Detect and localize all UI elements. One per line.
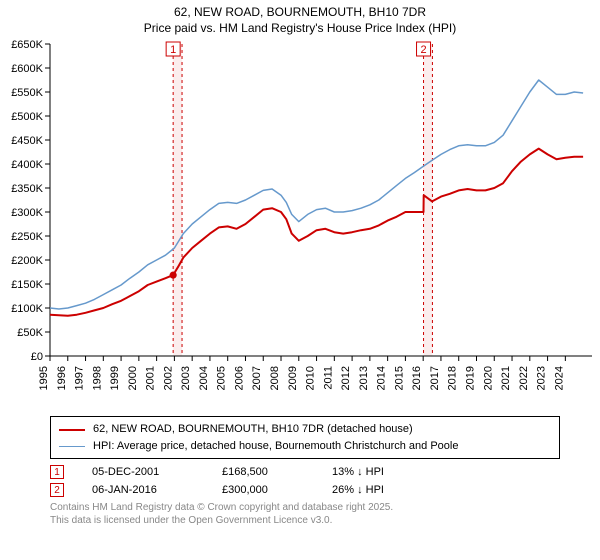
svg-text:2011: 2011 — [322, 366, 334, 390]
title-line-2: Price paid vs. HM Land Registry's House … — [0, 20, 600, 36]
sale-marker-diff: 26% ↓ HPI — [332, 484, 384, 496]
legend-swatch-hpi — [59, 446, 85, 447]
sale-marker-row: 1 05-DEC-2001 £168,500 13% ↓ HPI — [50, 465, 560, 479]
svg-text:2016: 2016 — [411, 366, 423, 390]
line-chart: 1 2 £0 £50K £100K £150K £200K £250K £300K £350K £4… — [0, 36, 600, 416]
svg-text:£250K: £250K — [11, 231, 43, 243]
svg-text:2008: 2008 — [269, 366, 281, 390]
svg-text:2003: 2003 — [180, 366, 192, 390]
legend-swatch-price-paid — [59, 429, 85, 431]
svg-text:2021: 2021 — [500, 366, 512, 390]
svg-text:£400K: £400K — [11, 159, 43, 171]
legend: 62, NEW ROAD, BOURNEMOUTH, BH10 7DR (det… — [50, 416, 560, 459]
svg-text:£350K: £350K — [11, 183, 43, 195]
svg-text:2009: 2009 — [287, 366, 299, 390]
svg-text:£50K: £50K — [17, 327, 43, 339]
sale-marker-price: £300,000 — [222, 484, 332, 496]
svg-text:2012: 2012 — [340, 366, 352, 390]
svg-text:2: 2 — [420, 44, 426, 56]
svg-text:2017: 2017 — [429, 366, 441, 390]
sale-marker-price: £168,500 — [222, 466, 332, 478]
footnote-line-2: This data is licensed under the Open Gov… — [50, 514, 560, 527]
svg-text:2019: 2019 — [464, 366, 476, 390]
title-line-1: 62, NEW ROAD, BOURNEMOUTH, BH10 7DR — [0, 4, 600, 20]
svg-text:£500K: £500K — [11, 111, 43, 123]
svg-text:2007: 2007 — [251, 366, 263, 390]
svg-text:2014: 2014 — [376, 366, 388, 390]
svg-text:1: 1 — [170, 44, 176, 56]
svg-text:2004: 2004 — [198, 366, 210, 390]
sale-marker-row: 2 06-JAN-2016 £300,000 26% ↓ HPI — [50, 483, 560, 497]
svg-text:£200K: £200K — [11, 255, 43, 267]
svg-text:2018: 2018 — [447, 366, 459, 390]
footnote-line-1: Contains HM Land Registry data © Crown c… — [50, 501, 560, 514]
svg-text:£450K: £450K — [11, 135, 43, 147]
chart-svg: 1 2 £0 £50K £100K £150K £200K £250K £300K £350K £4… — [0, 36, 600, 416]
legend-label-price-paid: 62, NEW ROAD, BOURNEMOUTH, BH10 7DR (det… — [93, 421, 413, 438]
svg-text:2022: 2022 — [518, 366, 530, 390]
svg-text:2024: 2024 — [553, 366, 565, 390]
svg-text:2020: 2020 — [482, 366, 494, 390]
sale-marker-num: 1 — [50, 465, 64, 479]
sale-marker-date: 06-JAN-2016 — [92, 484, 222, 496]
svg-text:1997: 1997 — [74, 366, 86, 390]
svg-text:1999: 1999 — [109, 366, 121, 390]
svg-text:2013: 2013 — [358, 366, 370, 390]
sale-marker-date: 05-DEC-2001 — [92, 466, 222, 478]
svg-text:2002: 2002 — [162, 366, 174, 390]
svg-text:£600K: £600K — [11, 63, 43, 75]
svg-text:1998: 1998 — [91, 366, 103, 390]
svg-text:£100K: £100K — [11, 303, 43, 315]
svg-text:£0: £0 — [31, 351, 43, 363]
svg-text:2000: 2000 — [127, 366, 139, 390]
svg-text:2015: 2015 — [393, 366, 405, 390]
svg-text:£300K: £300K — [11, 207, 43, 219]
svg-text:£550K: £550K — [11, 87, 43, 99]
svg-text:2005: 2005 — [216, 366, 228, 390]
svg-text:1995: 1995 — [38, 366, 50, 390]
svg-text:2006: 2006 — [233, 366, 245, 390]
svg-text:2023: 2023 — [536, 366, 548, 390]
sale-marker-diff: 13% ↓ HPI — [332, 466, 384, 478]
legend-row-price-paid: 62, NEW ROAD, BOURNEMOUTH, BH10 7DR (det… — [59, 421, 551, 438]
svg-text:1996: 1996 — [56, 366, 68, 390]
svg-text:2010: 2010 — [305, 366, 317, 390]
footnote: Contains HM Land Registry data © Crown c… — [50, 501, 560, 527]
svg-text:£650K: £650K — [11, 39, 43, 51]
svg-text:2001: 2001 — [145, 366, 157, 390]
sale-marker-num: 2 — [50, 483, 64, 497]
chart-title: 62, NEW ROAD, BOURNEMOUTH, BH10 7DR Pric… — [0, 0, 600, 36]
legend-label-hpi: HPI: Average price, detached house, Bour… — [93, 438, 458, 455]
sale-markers-table: 1 05-DEC-2001 £168,500 13% ↓ HPI 2 06-JA… — [50, 465, 560, 497]
legend-row-hpi: HPI: Average price, detached house, Bour… — [59, 438, 551, 455]
svg-text:£150K: £150K — [11, 279, 43, 291]
